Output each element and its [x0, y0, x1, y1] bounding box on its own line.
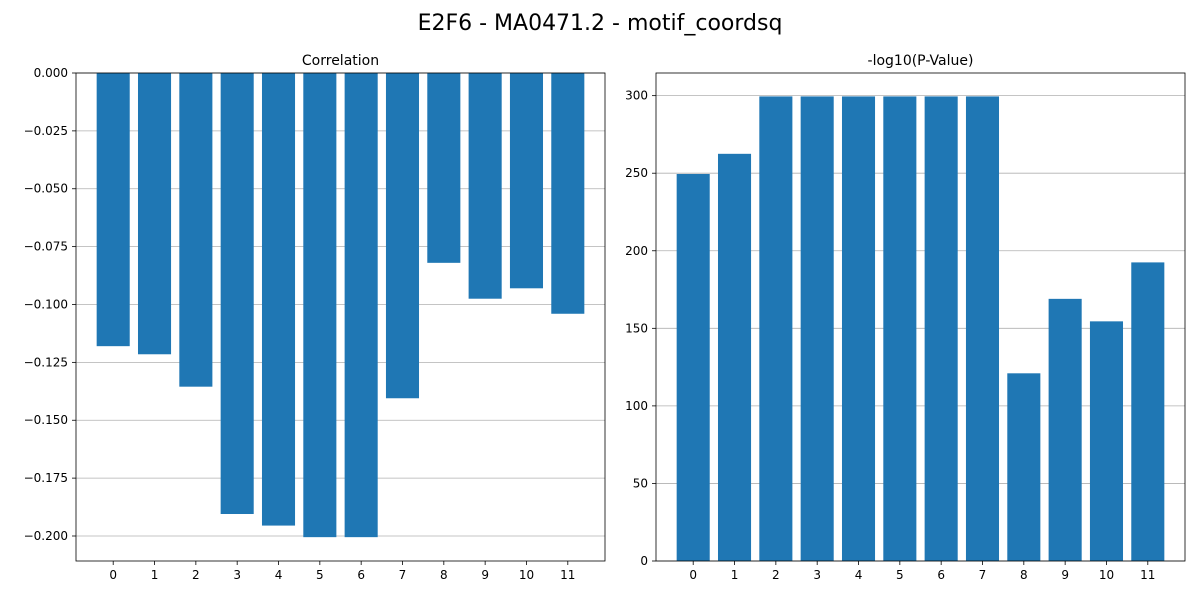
- correlation-ytick-label: −0.100: [24, 297, 68, 311]
- correlation-bar-6: [344, 73, 378, 538]
- pvalue-xtick-label: 11: [1140, 568, 1155, 582]
- pvalue-bar-2: [759, 96, 793, 561]
- correlation-bar-4: [261, 73, 296, 526]
- correlation-xtick-label: 7: [399, 568, 407, 582]
- pvalue-bar-4: [841, 96, 876, 561]
- correlation-bars: [96, 73, 585, 538]
- pvalue-chart: -log10(P-Value) 0 50 100 150 200 250 300 0 1 2 3 4 5…: [625, 53, 1186, 582]
- pvalue-xtick-label: 9: [1061, 568, 1069, 582]
- correlation-xtick-label: 6: [357, 568, 365, 582]
- correlation-chart: Correlation 0.000 −0.025 −0.050 −0.075 −0.10…: [24, 53, 606, 582]
- correlation-bar-7: [385, 73, 420, 399]
- correlation-bar-2: [179, 73, 213, 387]
- correlation-xtick-label: 3: [233, 568, 241, 582]
- correlation-xtick-label: 11: [560, 568, 575, 582]
- correlation-axes-frame: [75, 72, 606, 562]
- pvalue-xtick-label: 5: [896, 568, 904, 582]
- pvalue-bar-5: [883, 96, 917, 561]
- correlation-xtick-label: 1: [151, 568, 159, 582]
- pvalue-ytick-label: 300: [625, 89, 648, 103]
- pvalue-ytick-label: 200: [625, 244, 648, 258]
- pvalue-xtick-label: 1: [731, 568, 739, 582]
- pvalue-ytick-label: 250: [625, 166, 648, 180]
- correlation-xtick-label: 8: [440, 568, 448, 582]
- pvalue-bar-9: [1048, 298, 1082, 561]
- correlation-bar-0: [96, 73, 130, 347]
- pvalue-bar-11: [1131, 262, 1165, 561]
- correlation-ytick-label: −0.075: [24, 240, 68, 254]
- pvalue-xtick-label: 7: [979, 568, 987, 582]
- correlation-bar-5: [303, 73, 337, 538]
- pvalue-bar-0: [676, 173, 710, 561]
- correlation-bar-10: [509, 73, 544, 289]
- correlation-ytick-label: −0.200: [24, 529, 68, 543]
- pvalue-xtick-label: 6: [937, 568, 945, 582]
- pvalue-bar-1: [717, 153, 752, 561]
- correlation-xtick-label: 0: [109, 568, 117, 582]
- correlation-ytick-label: −0.150: [24, 413, 68, 427]
- correlation-xtick-label: 5: [316, 568, 324, 582]
- correlation-bar-9: [468, 73, 502, 299]
- pvalue-xtick-label: 10: [1099, 568, 1114, 582]
- correlation-bar-3: [220, 73, 254, 515]
- pvalue-bar-6: [924, 96, 958, 561]
- pvalue-ytick-label: 0: [640, 554, 648, 568]
- pvalue-bar-8: [1007, 373, 1041, 561]
- correlation-chart-title: Correlation: [302, 53, 379, 69]
- correlation-ytick-label: −0.125: [24, 355, 68, 369]
- correlation-bar-8: [427, 73, 461, 263]
- pvalue-bar-7: [965, 96, 1000, 561]
- pvalue-y-axis: 0 50 100 150 200 250 300: [625, 89, 656, 568]
- correlation-y-axis: 0.000 −0.025 −0.050 −0.075 −0.100 −0.125 −0.15…: [24, 66, 76, 543]
- pvalue-xtick-label: 4: [855, 568, 863, 582]
- pvalue-xtick-label: 2: [772, 568, 780, 582]
- correlation-bar-1: [137, 73, 172, 355]
- correlation-x-axis: 0 1 2 3 4 5 6 7 8 9 10 11: [109, 561, 575, 582]
- correlation-ytick-label: −0.050: [24, 182, 68, 196]
- correlation-ytick-label: −0.175: [24, 471, 68, 485]
- pvalue-x-axis: 0 1 2 3 4 5 6 7 8 9 10 11: [689, 561, 1155, 582]
- correlation-xtick-label: 2: [192, 568, 200, 582]
- pvalue-xtick-label: 0: [689, 568, 697, 582]
- pvalue-axes-frame: [655, 72, 1186, 562]
- correlation-ytick-label: 0.000: [34, 66, 68, 80]
- correlation-xtick-label: 10: [519, 568, 534, 582]
- correlation-xtick-label: 9: [481, 568, 489, 582]
- pvalue-xtick-label: 3: [813, 568, 821, 582]
- figure-suptitle: E2F6 - MA0471.2 - motif_coordsq: [418, 11, 783, 36]
- correlation-ytick-label: −0.025: [24, 124, 68, 138]
- pvalue-ytick-label: 100: [625, 399, 648, 413]
- pvalue-bar-3: [800, 96, 834, 561]
- pvalue-chart-title: -log10(P-Value): [868, 53, 974, 69]
- pvalue-ytick-label: 150: [625, 321, 648, 335]
- correlation-xtick-label: 4: [275, 568, 283, 582]
- pvalue-bar-10: [1089, 321, 1124, 561]
- pvalue-bars: [676, 96, 1165, 561]
- correlation-bar-11: [551, 73, 585, 314]
- pvalue-xtick-label: 8: [1020, 568, 1028, 582]
- pvalue-ytick-label: 50: [633, 476, 648, 490]
